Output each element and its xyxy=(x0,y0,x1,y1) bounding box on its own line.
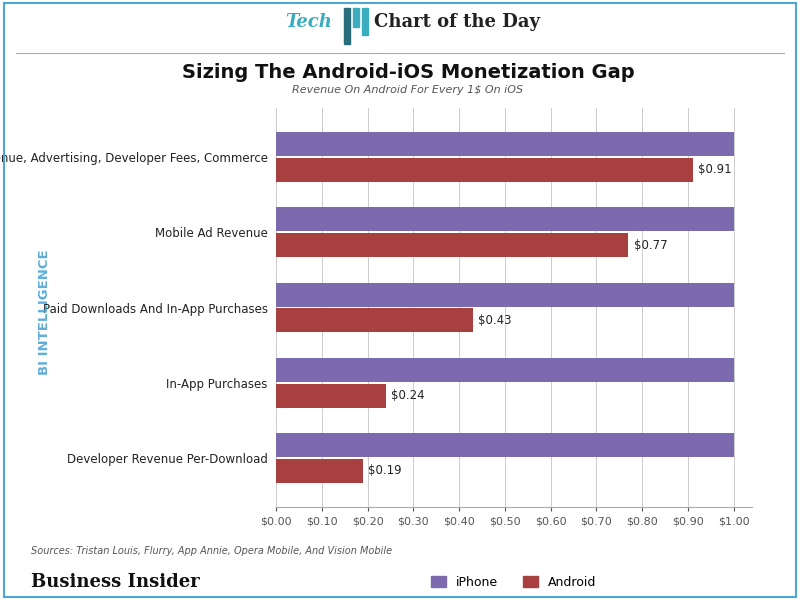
Bar xyxy=(276,158,693,182)
Text: Sources: Tristan Louis, Flurry, App Annie, Opera Mobile, And Vision Mobile: Sources: Tristan Louis, Flurry, App Anni… xyxy=(31,546,393,556)
Bar xyxy=(276,308,473,332)
Text: $0.24: $0.24 xyxy=(391,389,425,402)
Bar xyxy=(276,459,363,483)
Text: $0.43: $0.43 xyxy=(478,314,512,327)
Bar xyxy=(276,383,386,407)
Text: Sizing The Android-iOS Monetization Gap: Sizing The Android-iOS Monetization Gap xyxy=(182,63,634,82)
Text: $0.91: $0.91 xyxy=(698,163,732,176)
Bar xyxy=(362,8,368,35)
Bar xyxy=(276,358,734,382)
Text: Tech: Tech xyxy=(285,13,332,31)
Text: Business Insider: Business Insider xyxy=(31,573,200,591)
Bar xyxy=(276,208,734,232)
Bar xyxy=(344,8,350,43)
Text: $0.77: $0.77 xyxy=(634,239,667,251)
Bar xyxy=(276,233,629,257)
Bar xyxy=(276,283,734,307)
Legend: iPhone, Android: iPhone, Android xyxy=(431,575,597,589)
Text: Revenue On Android For Every 1$ On iOS: Revenue On Android For Every 1$ On iOS xyxy=(293,85,523,95)
Bar xyxy=(276,433,734,457)
Text: BI INTELLIGENCE: BI INTELLIGENCE xyxy=(38,249,50,375)
Text: Chart of the Day: Chart of the Day xyxy=(374,13,541,31)
Bar xyxy=(353,8,359,27)
Bar xyxy=(276,132,734,156)
Text: $0.19: $0.19 xyxy=(369,464,402,478)
